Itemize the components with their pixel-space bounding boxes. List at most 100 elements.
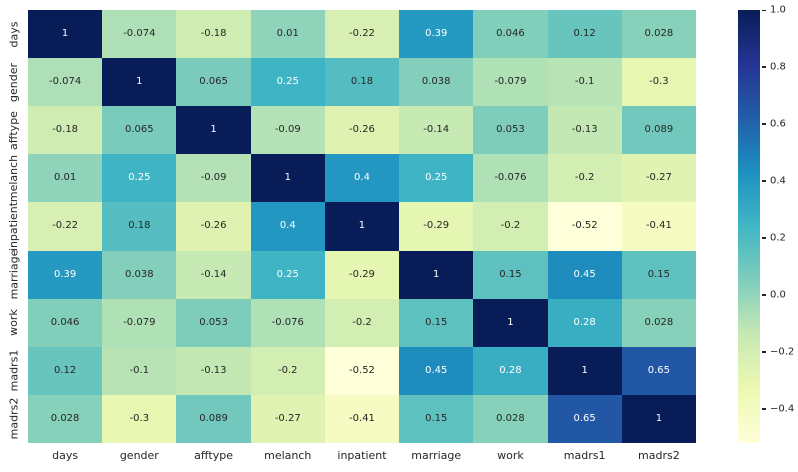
x-tick-label-madrs2: madrs2 — [638, 449, 680, 462]
heatmap-cell-inpatient-melanch: 0.4 — [250, 202, 325, 251]
x-tick-label-inpatient: inpatient — [337, 449, 387, 462]
heatmap-cell-days-afftype: -0.18 — [176, 10, 251, 59]
x-axis-tick-labels: days gender afftype melanch inpatient marriag… — [28, 449, 696, 462]
colorbar-tick-label: 0.2 — [770, 232, 786, 244]
heatmap-cell-gender-madrs1: -0.1 — [547, 58, 622, 107]
heatmap-cell-gender-madrs2: -0.3 — [621, 58, 696, 107]
heatmap-cell-days-inpatient: -0.22 — [324, 10, 400, 59]
heatmap-cell-melanch-days: 0.01 — [28, 154, 103, 203]
heatmap-cell-afftype-work: 0.053 — [473, 106, 548, 155]
heatmap-cell-days-madrs2: 0.028 — [621, 10, 696, 59]
colorbar-tick-label: 1.0 — [770, 4, 786, 16]
heatmap-cell-madrs1-madrs1: 1 — [547, 346, 622, 395]
heatmap-cell-gender-afftype: 0.065 — [176, 58, 251, 107]
heatmap-cell-marriage-afftype: -0.14 — [176, 250, 251, 299]
colorbar-tick-mark — [762, 180, 766, 182]
colorbar-tick-label: 0.8 — [770, 61, 786, 73]
colorbar-tick-mark — [762, 9, 766, 11]
heatmap-cell-madrs2-melanch: -0.27 — [250, 394, 325, 443]
heatmap-cell-marriage-madrs1: 0.45 — [547, 250, 622, 299]
heatmap-cell-work-madrs1: 0.28 — [547, 298, 622, 347]
heatmap-cell-afftype-madrs2: 0.089 — [621, 106, 696, 155]
heatmap-cell-madrs2-afftype: 0.089 — [176, 394, 251, 443]
colorbar-ticks: 1.0 0.8 0.6 0.4 0.2 0.0 −0.2 −0.4 — [760, 4, 798, 443]
heatmap-cell-melanch-marriage: 0.25 — [399, 154, 474, 203]
heatmap-cell-madrs1-madrs2: 0.65 — [621, 346, 696, 395]
heatmap-cell-marriage-marriage: 1 — [399, 250, 474, 299]
heatmap-cell-inpatient-inpatient: 1 — [324, 202, 400, 251]
heatmap-cell-afftype-madrs1: -0.13 — [547, 106, 622, 155]
heatmap-cell-gender-melanch: 0.25 — [250, 58, 325, 107]
colorbar-tick-mark — [762, 237, 766, 239]
y-tick-label-marriage: marriage — [7, 249, 21, 300]
heatmap-cell-marriage-inpatient: -0.29 — [324, 250, 400, 299]
heatmap-cell-madrs1-work: 0.28 — [473, 346, 548, 395]
x-tick-label-afftype: afftype — [194, 449, 233, 462]
heatmap-cell-madrs2-gender: -0.3 — [102, 394, 177, 443]
x-tick-label-gender: gender — [119, 449, 159, 462]
heatmap-cell-inpatient-gender: 0.18 — [102, 202, 177, 251]
heatmap-grid: 1 -0.074 -0.18 0.01 -0.22 0.39 0.046 0.12 0.028-… — [28, 10, 696, 443]
heatmap-cell-afftype-days: -0.18 — [28, 106, 103, 155]
colorbar-tick-mark — [762, 66, 766, 68]
colorbar-tick-label: 0.4 — [770, 175, 786, 187]
heatmap-cell-inpatient-madrs1: -0.52 — [547, 202, 622, 251]
heatmap-cell-work-inpatient: -0.2 — [324, 298, 400, 347]
x-tick-label-work: work — [497, 449, 524, 462]
y-tick-label-days: days — [7, 21, 20, 48]
heatmap-cell-madrs1-marriage: 0.45 — [399, 346, 474, 395]
y-tick-label-work: work — [7, 309, 20, 337]
y-tick-label-inpatient: inpatient — [7, 201, 20, 252]
heatmap-cell-marriage-days: 0.39 — [28, 250, 103, 299]
heatmap-cell-gender-inpatient: 0.18 — [324, 58, 400, 107]
x-tick-label-madrs1: madrs1 — [563, 449, 606, 462]
y-axis-tick-labels: days gender afftype melanch inpatient marriag… — [0, 10, 27, 443]
heatmap-cell-inpatient-work: -0.2 — [473, 202, 548, 251]
heatmap-cell-madrs1-inpatient: -0.52 — [324, 346, 400, 395]
colorbar-tick-mark — [762, 351, 766, 353]
heatmap-cell-work-work: 1 — [473, 298, 548, 347]
heatmap-cell-days-marriage: 0.39 — [399, 10, 474, 59]
heatmap-cell-afftype-marriage: -0.14 — [399, 106, 474, 155]
heatmap-cell-marriage-melanch: 0.25 — [250, 250, 325, 299]
heatmap-cell-work-afftype: 0.053 — [176, 298, 251, 347]
heatmap-cell-madrs1-afftype: -0.13 — [176, 346, 251, 395]
heatmap-cell-marriage-gender: 0.038 — [102, 250, 177, 299]
colorbar-gradient — [738, 10, 760, 443]
colorbar-tick-label: −0.4 — [770, 403, 795, 415]
heatmap-cell-afftype-inpatient: -0.26 — [324, 106, 400, 155]
heatmap-cell-marriage-madrs2: 0.15 — [621, 250, 696, 299]
heatmap-cell-madrs2-days: 0.028 — [28, 394, 103, 443]
heatmap-cell-madrs1-days: 0.12 — [28, 346, 103, 395]
heatmap-cell-melanch-afftype: -0.09 — [176, 154, 251, 203]
heatmap-cell-melanch-inpatient: 0.4 — [324, 154, 400, 203]
heatmap-cell-days-work: 0.046 — [473, 10, 548, 59]
heatmap-cell-work-melanch: -0.076 — [250, 298, 325, 347]
x-tick-label-days: days — [52, 449, 79, 462]
heatmap-cell-inpatient-madrs2: -0.41 — [621, 202, 696, 251]
y-tick-label-afftype: afftype — [7, 110, 20, 150]
x-tick-label-marriage: marriage — [411, 449, 462, 462]
heatmap-cell-melanch-gender: 0.25 — [102, 154, 177, 203]
heatmap-cell-madrs2-marriage: 0.15 — [399, 394, 474, 443]
heatmap-cell-inpatient-days: -0.22 — [28, 202, 103, 251]
heatmap-cell-inpatient-afftype: -0.26 — [176, 202, 251, 251]
y-tick-label-gender: gender — [7, 62, 20, 102]
colorbar-tick-mark — [762, 408, 766, 410]
colorbar-tick-label: −0.2 — [770, 346, 795, 358]
heatmap-cell-work-days: 0.046 — [28, 298, 103, 347]
heatmap-cell-days-days: 1 — [28, 10, 103, 59]
colorbar-tick-label: 0.6 — [770, 118, 786, 130]
heatmap-cell-gender-marriage: 0.038 — [399, 58, 474, 107]
y-tick-label-melanch: melanch — [7, 154, 20, 203]
heatmap-cell-melanch-work: -0.076 — [473, 154, 548, 203]
heatmap-cell-gender-gender: 1 — [102, 58, 177, 107]
heatmap-cell-afftype-melanch: -0.09 — [250, 106, 325, 155]
heatmap-cell-days-madrs1: 0.12 — [547, 10, 622, 59]
heatmap-cell-melanch-melanch: 1 — [250, 154, 325, 203]
heatmap-cell-madrs1-melanch: -0.2 — [250, 346, 325, 395]
heatmap-cell-marriage-work: 0.15 — [473, 250, 548, 299]
heatmap-cell-days-melanch: 0.01 — [250, 10, 325, 59]
y-tick-label-madrs2: madrs2 — [7, 398, 21, 440]
